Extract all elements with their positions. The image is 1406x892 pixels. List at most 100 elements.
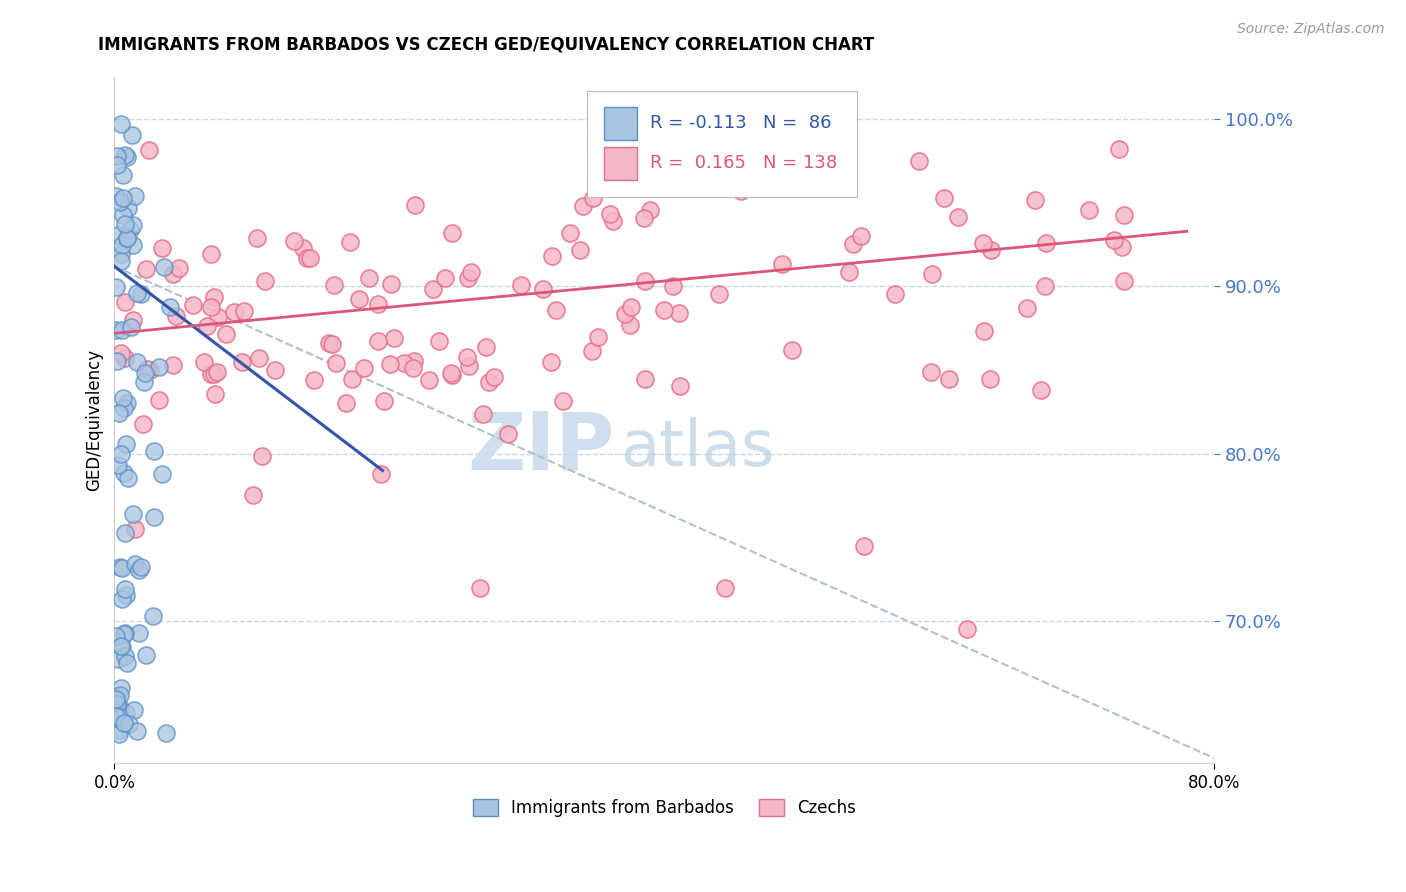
Point bbox=[127, 355, 149, 369]
Point bbox=[107, 228, 129, 243]
Point bbox=[367, 297, 389, 311]
Point bbox=[138, 144, 160, 158]
Point bbox=[440, 367, 463, 381]
Point bbox=[669, 379, 692, 393]
Point bbox=[112, 391, 135, 405]
Point bbox=[340, 372, 363, 386]
Point bbox=[104, 629, 127, 643]
Point bbox=[111, 592, 134, 607]
Point bbox=[231, 355, 253, 369]
Point bbox=[263, 362, 285, 376]
Point bbox=[122, 508, 145, 522]
Point bbox=[150, 467, 173, 481]
Point bbox=[440, 368, 463, 382]
Text: N =  86: N = 86 bbox=[763, 114, 832, 132]
Point bbox=[224, 305, 246, 319]
Point bbox=[325, 356, 347, 370]
Point bbox=[120, 319, 142, 334]
Point bbox=[114, 217, 136, 231]
Point bbox=[193, 355, 215, 369]
Point bbox=[142, 608, 165, 623]
FancyBboxPatch shape bbox=[588, 91, 856, 197]
Point bbox=[117, 471, 139, 485]
Point bbox=[335, 396, 357, 410]
Point bbox=[298, 252, 321, 266]
Point bbox=[496, 426, 519, 441]
Point bbox=[132, 417, 155, 432]
Point bbox=[558, 226, 581, 240]
Point bbox=[1114, 274, 1136, 288]
Text: R = -0.113: R = -0.113 bbox=[650, 114, 747, 132]
Point bbox=[283, 235, 305, 249]
Point bbox=[468, 581, 491, 595]
Point bbox=[551, 393, 574, 408]
Point bbox=[373, 393, 395, 408]
Point bbox=[125, 724, 148, 739]
Point bbox=[321, 337, 343, 351]
Text: IMMIGRANTS FROM BARBADOS VS CZECH GED/EQUIVALENCY CORRELATION CHART: IMMIGRANTS FROM BARBADOS VS CZECH GED/EQ… bbox=[98, 36, 875, 54]
Point bbox=[105, 354, 128, 368]
Point bbox=[1033, 279, 1056, 293]
Point bbox=[482, 369, 505, 384]
Point bbox=[633, 372, 655, 386]
Point bbox=[122, 703, 145, 717]
Point bbox=[122, 238, 145, 252]
Point bbox=[162, 358, 184, 372]
Point bbox=[114, 582, 136, 596]
Point bbox=[135, 261, 157, 276]
Point bbox=[571, 199, 593, 213]
Point bbox=[117, 201, 139, 215]
Point bbox=[456, 350, 478, 364]
Point bbox=[291, 241, 314, 255]
Point bbox=[1029, 384, 1052, 398]
Point bbox=[318, 336, 340, 351]
Point bbox=[780, 343, 803, 357]
Point bbox=[104, 280, 127, 294]
Point bbox=[105, 149, 128, 163]
Point bbox=[153, 260, 176, 275]
Point bbox=[946, 211, 969, 225]
Point bbox=[367, 334, 389, 348]
Point bbox=[599, 207, 621, 221]
Point bbox=[105, 158, 128, 172]
Point bbox=[246, 231, 269, 245]
Point bbox=[1015, 301, 1038, 315]
Point bbox=[841, 236, 863, 251]
Point bbox=[1077, 203, 1099, 218]
Point bbox=[200, 246, 222, 260]
Text: atlas: atlas bbox=[620, 417, 775, 479]
Text: N = 138: N = 138 bbox=[763, 154, 838, 172]
Point bbox=[1102, 233, 1125, 247]
Point bbox=[150, 241, 173, 255]
Point bbox=[112, 401, 135, 416]
Point bbox=[546, 303, 568, 318]
Point bbox=[108, 406, 131, 420]
Point bbox=[200, 300, 222, 314]
Point bbox=[938, 372, 960, 386]
Point bbox=[136, 362, 159, 376]
Point bbox=[633, 211, 655, 225]
Point bbox=[540, 355, 562, 369]
FancyBboxPatch shape bbox=[603, 146, 637, 179]
Point bbox=[107, 711, 129, 725]
Point bbox=[979, 372, 1001, 386]
Point bbox=[921, 267, 943, 281]
Point bbox=[115, 150, 138, 164]
Point bbox=[427, 334, 450, 348]
Point bbox=[115, 231, 138, 245]
Point bbox=[195, 319, 218, 334]
Point bbox=[129, 559, 152, 574]
Point bbox=[620, 300, 643, 314]
Point bbox=[183, 298, 205, 312]
Point bbox=[588, 330, 610, 344]
Point bbox=[165, 309, 187, 323]
Text: Source: ZipAtlas.com: Source: ZipAtlas.com bbox=[1237, 22, 1385, 37]
Legend: Immigrants from Barbados, Czechs: Immigrants from Barbados, Czechs bbox=[465, 792, 863, 823]
Point bbox=[202, 367, 225, 381]
Point bbox=[582, 191, 605, 205]
Point bbox=[148, 359, 170, 374]
Point bbox=[121, 128, 143, 142]
Point bbox=[838, 265, 860, 279]
Point bbox=[162, 267, 184, 281]
Point bbox=[1024, 194, 1046, 208]
